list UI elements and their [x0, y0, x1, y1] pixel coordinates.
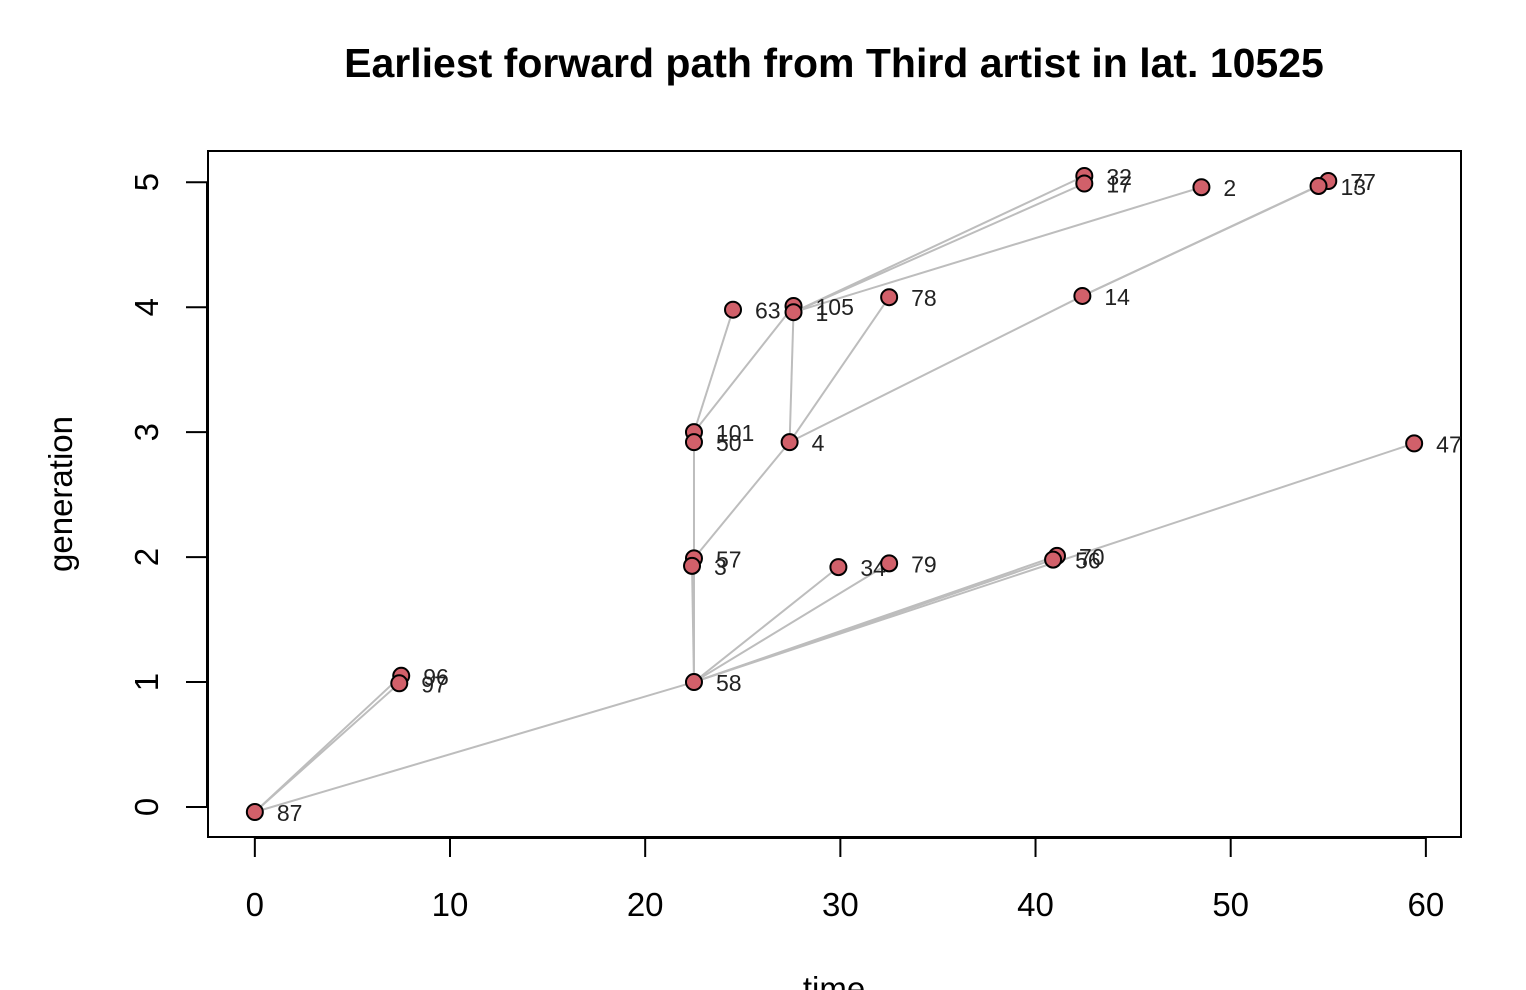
edge-4-14	[789, 295, 1083, 444]
point-label-57: 57	[716, 546, 742, 572]
edge-58-3	[691, 565, 695, 683]
x-tick-label-10: 10	[432, 886, 469, 923]
point-label-4: 4	[812, 430, 825, 456]
x-tick-label-30: 30	[822, 886, 859, 923]
point-label-14: 14	[1104, 284, 1130, 310]
y-axis: 0 1 2 3 4 5	[128, 173, 208, 816]
edge-1-2	[793, 186, 1202, 314]
data-point-47	[1405, 434, 1424, 453]
data-point-14	[1073, 286, 1092, 305]
data-point-87	[245, 803, 264, 822]
edge-4-78	[788, 296, 890, 443]
x-axis: 0 10 20 30 40 50 60	[246, 837, 1445, 923]
data-point-58	[684, 673, 703, 692]
data-point-34	[829, 558, 848, 577]
y-tick-label-1: 1	[128, 673, 165, 691]
edge-101-105	[693, 305, 795, 433]
data-point-3	[683, 556, 702, 575]
point-label-17: 17	[1106, 171, 1132, 197]
y-tick-label-4: 4	[128, 298, 165, 316]
point-label-13: 13	[1341, 174, 1367, 200]
data-point-2	[1192, 178, 1211, 197]
x-tick-label-40: 40	[1017, 886, 1054, 923]
data-point-17	[1075, 174, 1094, 193]
y-axis-label: generation	[42, 416, 79, 572]
point-label-78: 78	[911, 285, 937, 311]
edge-101-63	[693, 309, 734, 433]
x-tick-label-20: 20	[627, 886, 664, 923]
data-point-63	[724, 300, 743, 319]
x-tick-label-50: 50	[1212, 886, 1249, 923]
chart-title: Earliest forward path from Third artist …	[344, 40, 1324, 86]
point-label-2: 2	[1223, 175, 1236, 201]
point-label-101: 101	[716, 420, 754, 446]
point-label-105: 105	[816, 294, 854, 320]
edge-4-1	[788, 312, 795, 443]
edge-87-58	[254, 681, 695, 813]
data-point-56	[1044, 550, 1063, 569]
point-label-56: 56	[1075, 548, 1101, 574]
data-point-79	[880, 554, 899, 573]
x-tick-label-60: 60	[1408, 886, 1445, 923]
edge-14-13	[1081, 185, 1319, 297]
y-tick-label-3: 3	[128, 423, 165, 441]
point-label-77: 77	[1350, 169, 1376, 195]
point-label-97: 97	[421, 671, 447, 697]
edges-layer	[254, 175, 1415, 813]
data-point-4	[780, 433, 799, 452]
edge-58-34	[693, 566, 840, 683]
point-label-50: 50	[716, 430, 742, 456]
data-point-78	[880, 288, 899, 307]
point-label-63: 63	[755, 298, 781, 324]
plot-frame	[207, 150, 1462, 838]
data-point-13	[1309, 176, 1328, 195]
point-label-1: 1	[816, 300, 829, 326]
point-label-70: 70	[1079, 544, 1105, 570]
data-point-97	[390, 674, 409, 693]
point-label-87: 87	[277, 800, 303, 826]
edge-57-4	[693, 441, 791, 559]
point-label-96: 96	[423, 664, 449, 690]
edge-1-32	[793, 175, 1085, 314]
edge-58-79	[693, 562, 890, 683]
data-point-1	[784, 303, 803, 322]
x-tick-label-0: 0	[246, 886, 264, 923]
data-point-50	[684, 433, 703, 452]
y-tick-label-2: 2	[128, 548, 165, 566]
y-tick-label-5: 5	[128, 173, 165, 191]
point-label-79: 79	[911, 551, 937, 577]
point-label-58: 58	[716, 670, 742, 696]
point-label-32: 32	[1106, 164, 1132, 190]
point-label-47: 47	[1436, 431, 1462, 457]
edge-87-97	[254, 682, 400, 813]
point-label-3: 3	[714, 554, 727, 580]
x-axis-label: time	[803, 970, 865, 990]
y-tick-label-0: 0	[128, 798, 165, 816]
edge-1-17	[793, 182, 1085, 314]
